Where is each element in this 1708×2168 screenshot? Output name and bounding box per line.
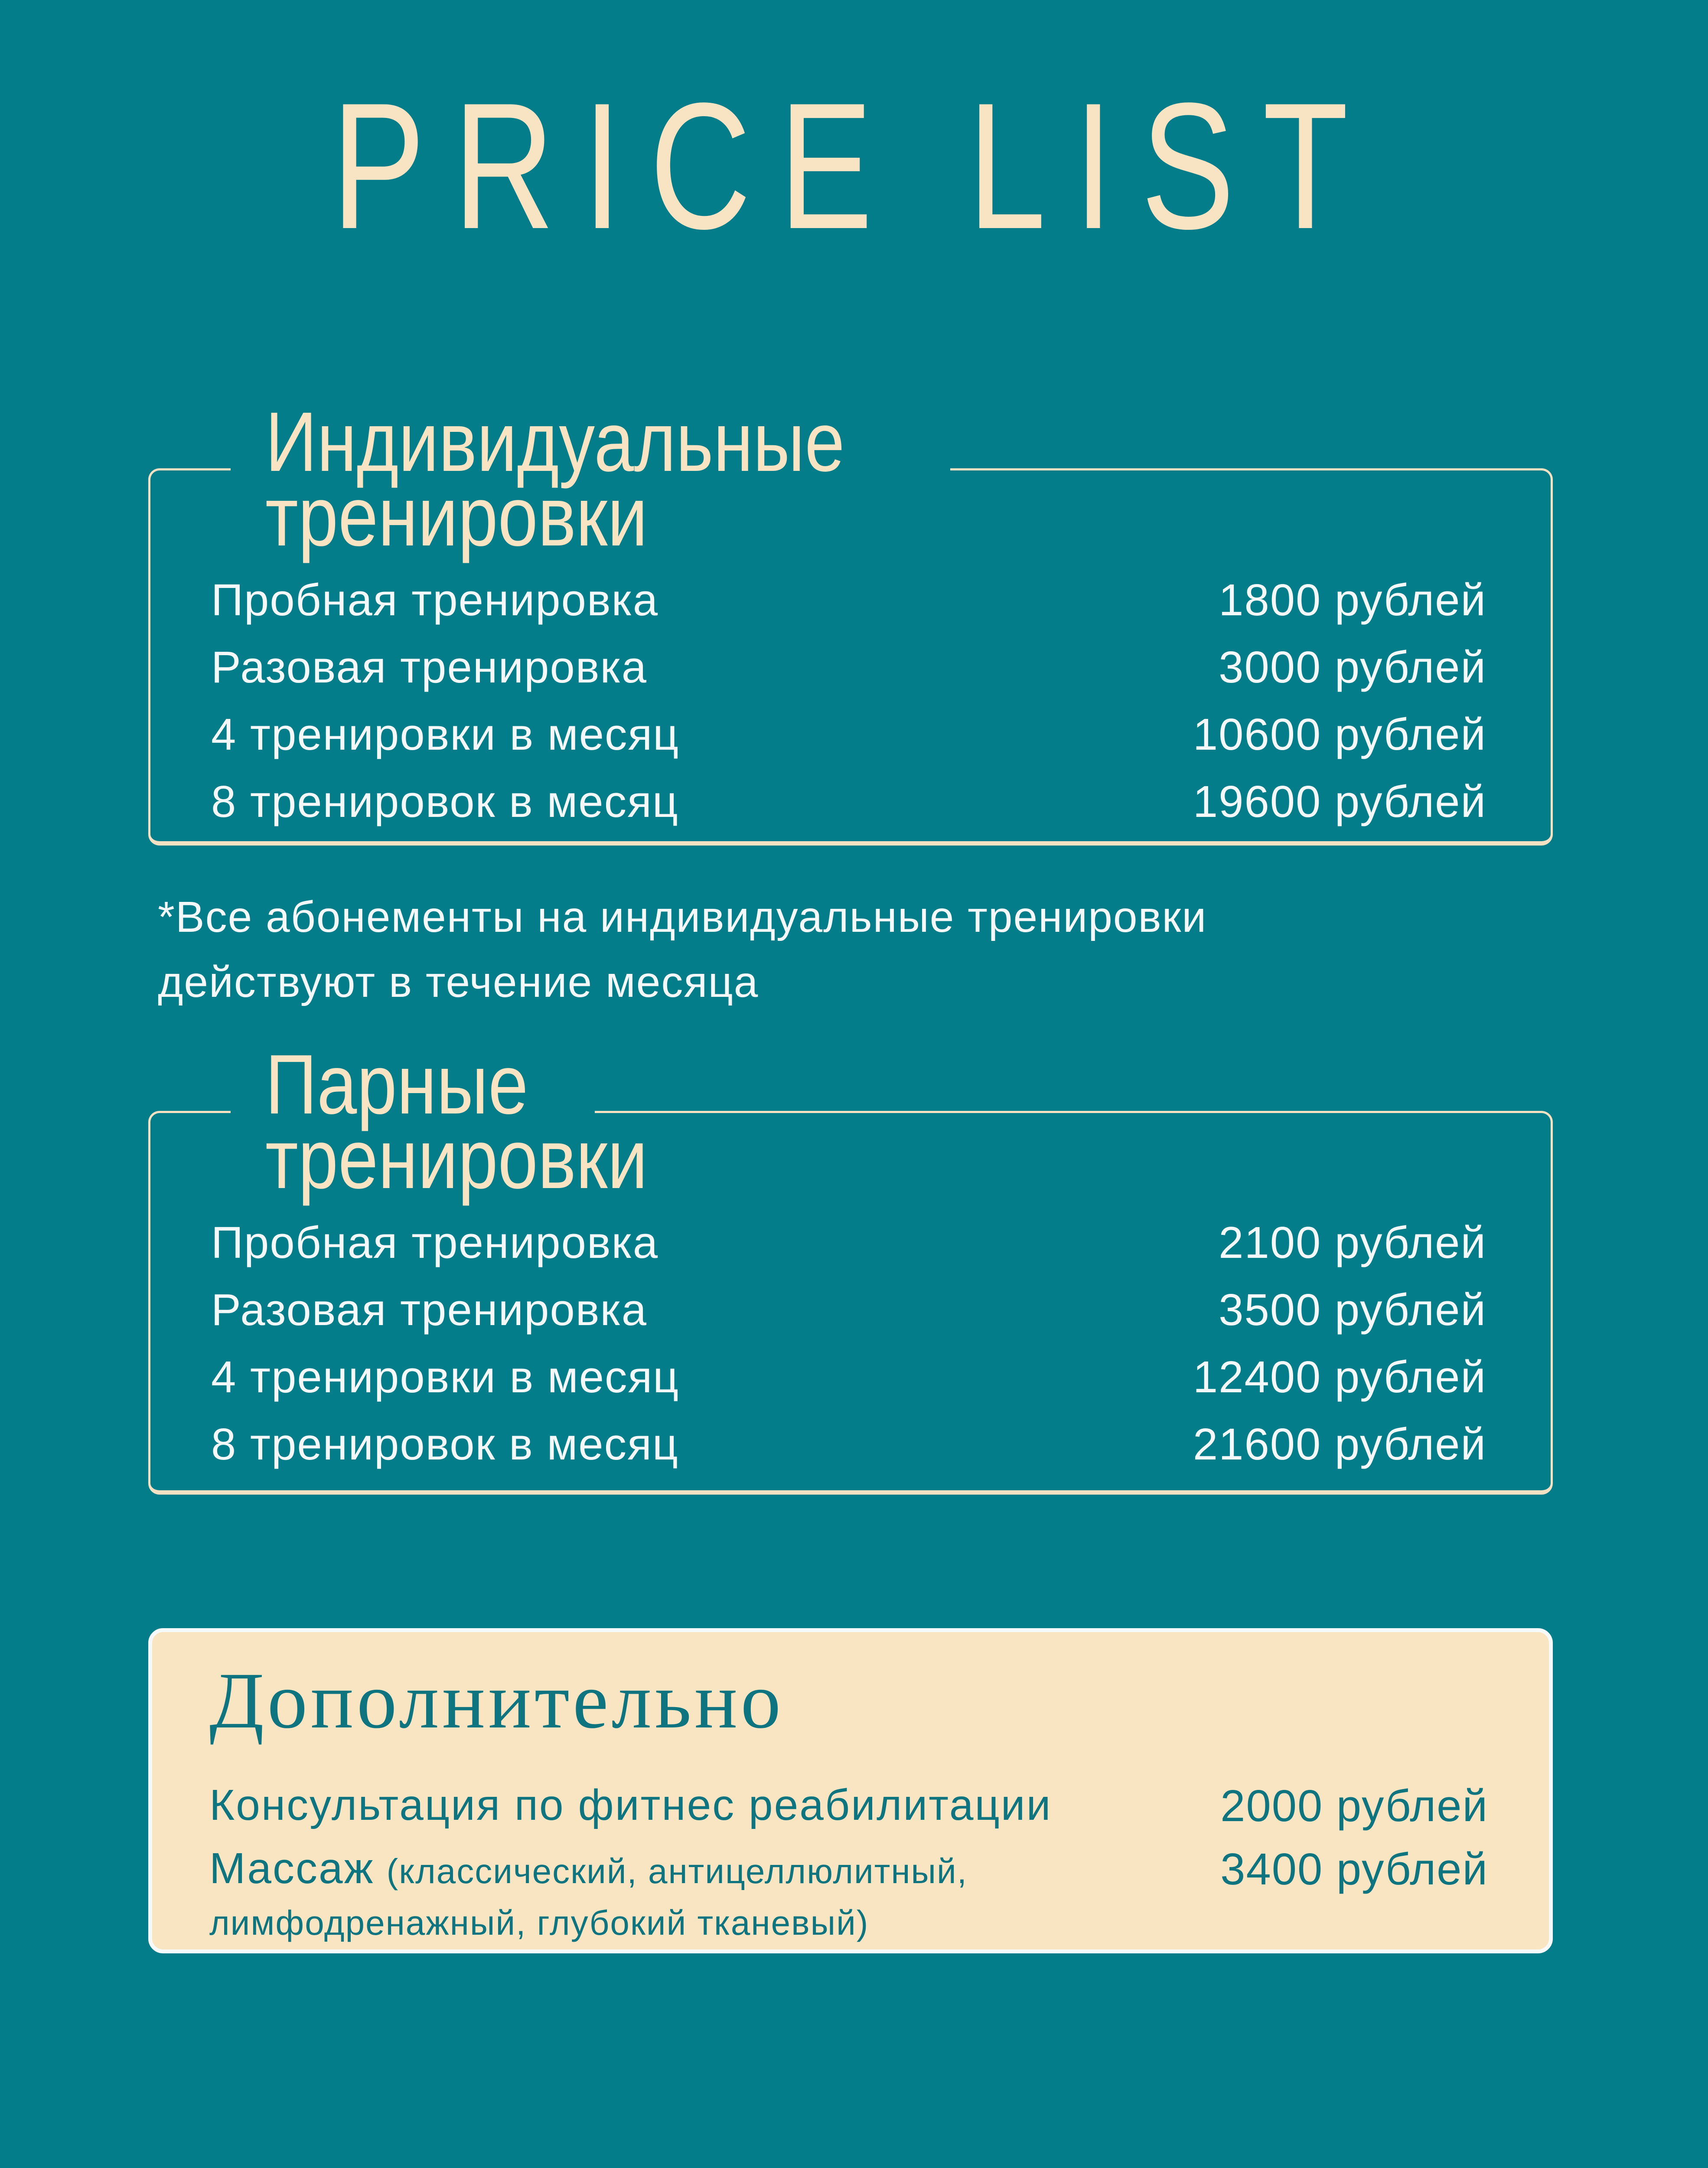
price-row: Разовая тренировка 3000 рублей — [211, 642, 1486, 693]
massage-label: Массаж (классический, антицеллюлитный, ли… — [209, 1844, 968, 1943]
item-price: 19600 рублей — [1193, 777, 1486, 826]
item-label: Разовая тренировка — [211, 1285, 648, 1335]
section-individual-box: Индивидуальные тренировки Пробная тренир… — [148, 400, 1553, 846]
section-pair-box: Парные тренировки Пробная тренировка 210… — [148, 1042, 1553, 1495]
massage-label-main: Массаж — [209, 1844, 375, 1893]
item-price: 21600 рублей — [1193, 1419, 1486, 1469]
item-label: Консультация по фитнес реабилитации — [209, 1781, 1052, 1829]
section-individual-title-line1: Индивидуальные — [265, 395, 845, 489]
item-price: 10600 рублей — [1193, 709, 1486, 759]
item-label: 4 тренировки в месяц — [211, 1352, 680, 1402]
price-row: Консультация по фитнес реабилитации 2000… — [209, 1780, 1488, 1832]
item-label: 8 тренировок в месяц — [211, 1419, 679, 1469]
massage-label-detail-line1: (классический, антицеллюлитный, — [386, 1852, 968, 1890]
price-row: Пробная тренировка 1800 рублей — [211, 575, 1486, 626]
subscription-footnote: *Все абонементы на индивидуальные тренир… — [158, 885, 1207, 1015]
item-price: 2000 рублей — [1220, 1781, 1488, 1831]
title-border-gap — [231, 1109, 595, 1120]
section-additional-box: Дополнительно Консультация по фитнес реа… — [148, 1628, 1553, 1953]
massage-label-detail-line2: лимфодренажный, глубокий тканевый) — [209, 1904, 869, 1942]
section-individual-title: Индивидуальные тренировки — [265, 395, 947, 564]
section-pair-title-line2: тренировки — [265, 1112, 648, 1206]
item-label: 8 тренировок в месяц — [211, 777, 679, 826]
item-label: 4 тренировки в месяц — [211, 709, 680, 759]
price-row: Пробная тренировка 2100 рублей — [211, 1217, 1486, 1268]
page-title-text: PRICE LIST — [331, 65, 1377, 266]
item-price: 1800 рублей — [1219, 575, 1486, 625]
title-border-gap — [231, 466, 950, 477]
price-row: 4 тренировки в месяц 12400 рублей — [211, 1352, 1486, 1403]
section-additional-title: Дополнительно — [209, 1656, 784, 1745]
price-row: 4 тренировки в месяц 10600 рублей — [211, 709, 1486, 760]
price-row: 8 тренировок в месяц 19600 рублей — [211, 776, 1486, 827]
item-price: 3500 рублей — [1219, 1285, 1486, 1335]
item-price: 3400 рублей — [1220, 1844, 1488, 1894]
page-title: PRICE LIST — [0, 65, 1708, 266]
price-row: Массаж (классический, антицеллюлитный, ли… — [209, 1844, 1488, 1943]
footnote-line1: *Все абонементы на индивидуальные тренир… — [158, 893, 1207, 941]
section-pair-title-line1: Парные — [265, 1037, 528, 1132]
section-individual-title-line2: тренировки — [265, 469, 648, 564]
item-label: Пробная тренировка — [211, 575, 659, 625]
price-row: 8 тренировок в месяц 21600 рублей — [211, 1419, 1486, 1470]
item-label: Пробная тренировка — [211, 1218, 659, 1267]
footnote-line2: действуют в течение месяца — [158, 958, 759, 1006]
section-pair-title: Парные тренировки — [265, 1037, 715, 1206]
item-price: 12400 рублей — [1193, 1352, 1486, 1402]
price-row: Разовая тренировка 3500 рублей — [211, 1284, 1486, 1335]
item-price: 2100 рублей — [1219, 1218, 1486, 1267]
item-price: 3000 рублей — [1219, 642, 1486, 692]
item-label: Разовая тренировка — [211, 642, 648, 692]
